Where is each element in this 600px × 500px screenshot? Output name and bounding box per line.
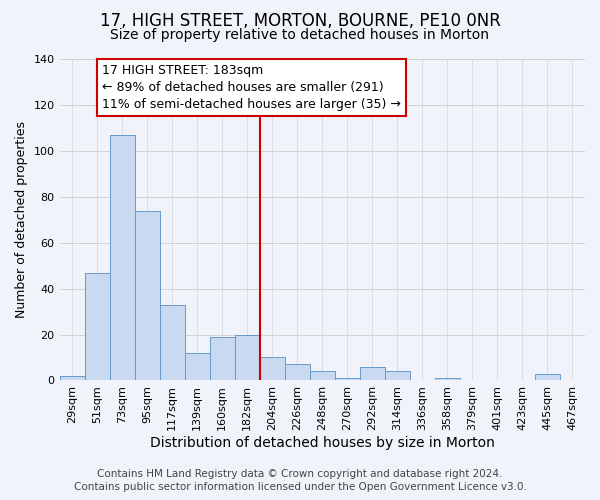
Bar bbox=[260, 358, 285, 380]
Bar bbox=[59, 376, 85, 380]
Bar bbox=[85, 272, 110, 380]
Bar bbox=[235, 334, 260, 380]
Bar bbox=[134, 210, 160, 380]
Bar bbox=[185, 353, 209, 380]
Bar bbox=[385, 372, 410, 380]
Bar bbox=[160, 304, 185, 380]
Text: Contains HM Land Registry data © Crown copyright and database right 2024.
Contai: Contains HM Land Registry data © Crown c… bbox=[74, 470, 526, 492]
X-axis label: Distribution of detached houses by size in Morton: Distribution of detached houses by size … bbox=[150, 436, 495, 450]
Bar bbox=[435, 378, 460, 380]
Bar bbox=[110, 135, 134, 380]
Bar bbox=[535, 374, 560, 380]
Bar bbox=[360, 366, 385, 380]
Bar bbox=[209, 337, 235, 380]
Text: Size of property relative to detached houses in Morton: Size of property relative to detached ho… bbox=[110, 28, 490, 42]
Text: 17, HIGH STREET, MORTON, BOURNE, PE10 0NR: 17, HIGH STREET, MORTON, BOURNE, PE10 0N… bbox=[100, 12, 500, 30]
Bar bbox=[310, 372, 335, 380]
Y-axis label: Number of detached properties: Number of detached properties bbox=[15, 121, 28, 318]
Bar bbox=[335, 378, 360, 380]
Bar bbox=[285, 364, 310, 380]
Text: 17 HIGH STREET: 183sqm
← 89% of detached houses are smaller (291)
11% of semi-de: 17 HIGH STREET: 183sqm ← 89% of detached… bbox=[102, 64, 401, 110]
